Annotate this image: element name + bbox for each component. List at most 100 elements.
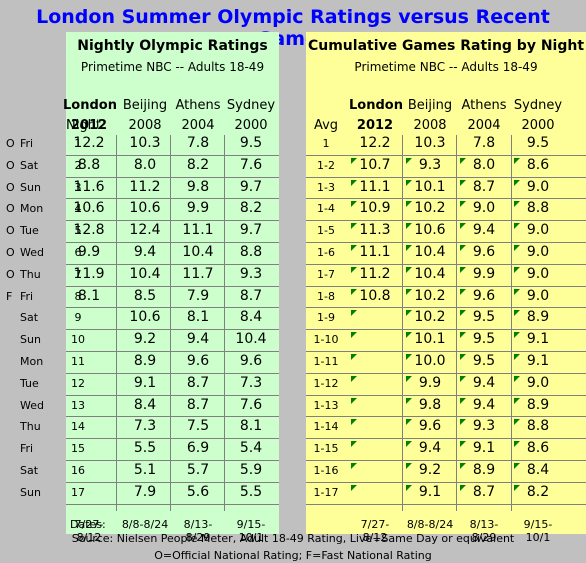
nightly-value: 5.9 [239, 462, 263, 478]
nightly-value: 8.0 [133, 156, 157, 173]
green-marker [460, 332, 466, 339]
day-label: Fri [20, 442, 34, 456]
green-marker [406, 441, 412, 448]
row-divider [66, 154, 279, 156]
day-label: Mon [20, 202, 44, 216]
row-divider [66, 351, 279, 352]
day-label: Tue [20, 376, 39, 390]
green-marker [351, 310, 357, 317]
cumulative-value: 9.2 [418, 462, 442, 478]
row-divider [306, 285, 586, 287]
green-marker [406, 201, 412, 208]
green-marker [460, 179, 466, 186]
cumulative-value: 12.2 [359, 135, 391, 151]
rating-legend: O=Official National Rating; F=Fast Natio… [154, 549, 432, 562]
nightly-value: 7.9 [133, 483, 157, 500]
cumulative-value: 9.4 [472, 396, 496, 413]
nightly-value: 9.9 [77, 244, 101, 260]
nightly-value: 11.6 [73, 178, 105, 195]
green-marker [514, 332, 520, 339]
cumulative-value: 11.2 [359, 265, 391, 282]
day-label: Sat [20, 464, 39, 477]
night-number: 3 [74, 180, 82, 194]
cumulative-header-line2-2: 2004 [467, 118, 501, 133]
nightly-date-range: 7/27-8/12 [74, 518, 104, 544]
row-divider [66, 416, 279, 418]
cumulative-value: 9.9 [418, 374, 442, 391]
avg-range: 1-5 [317, 224, 335, 238]
nightly-header-line1-1: Beijing [122, 98, 168, 113]
green-marker [351, 484, 357, 491]
cumulative-value: 10.1 [414, 178, 446, 195]
nightly-header-line2-2: 2004 [181, 118, 215, 133]
green-marker [460, 375, 466, 382]
green-marker [460, 223, 466, 230]
row-divider [66, 438, 279, 440]
nightly-header-line2-0: 2012 [70, 118, 108, 133]
cumulative-value: 9.0 [472, 200, 496, 217]
day-label: Wed [20, 398, 44, 412]
nightly-ratings-panel: Nightly Olympic Ratings Primetime NBC --… [66, 32, 279, 534]
row-divider [306, 242, 586, 243]
nightly-value: 8.7 [239, 287, 263, 304]
rating-flag: O [6, 246, 15, 259]
cumulative-value: 9.1 [526, 331, 550, 348]
day-label: Sat [20, 158, 39, 172]
nightly-value: 6.9 [186, 440, 210, 457]
rating-flag: O [6, 267, 15, 281]
cumulative-panel-title: Cumulative Games Rating by Night [307, 38, 585, 54]
green-marker [514, 201, 520, 208]
green-marker [460, 288, 466, 295]
nightly-header-line1-3: Sydney [226, 98, 276, 113]
cumulative-header-line1-3: Sydney [513, 98, 563, 113]
green-marker [351, 419, 357, 426]
cumulative-value: 10.2 [414, 200, 446, 217]
cumulative-value: 7.8 [472, 135, 496, 151]
nightly-value: 10.6 [129, 200, 161, 217]
cumulative-value: 9.4 [418, 440, 442, 457]
green-marker [460, 266, 466, 273]
green-marker [514, 310, 520, 317]
nightly-value: 8.2 [239, 200, 263, 217]
avg-range: 1-4 [317, 202, 335, 216]
rating-flag: F [6, 289, 13, 303]
nightly-value: 9.6 [186, 353, 210, 369]
cumulative-header-line2-1: 2008 [413, 118, 447, 133]
nightly-value: 10.4 [235, 331, 267, 348]
nightly-value: 7.6 [239, 156, 263, 173]
nightly-value: 8.9 [133, 353, 157, 369]
nightly-panel-subtitle: Primetime NBC -- Adults 18-49 [80, 60, 265, 74]
nightly-header-line1-2: Athens [175, 98, 221, 113]
day-label: Thu [20, 267, 41, 281]
cumulative-value: 8.9 [526, 309, 550, 326]
row-divider [306, 329, 586, 331]
cumulative-value: 8.0 [472, 156, 496, 173]
cumulative-value: 11.3 [359, 222, 391, 239]
cumulative-value: 9.0 [526, 244, 550, 260]
nightly-value: 9.9 [186, 200, 210, 217]
green-marker [351, 397, 357, 404]
green-marker [460, 157, 466, 164]
nightly-date-range: 8/8-8/24 [121, 518, 169, 531]
nightly-value: 8.2 [186, 156, 210, 173]
cumulative-value: 9.5 [526, 135, 550, 151]
cumulative-value: 10.1 [414, 331, 446, 348]
green-marker [406, 375, 412, 382]
green-marker [460, 201, 466, 208]
green-marker [406, 354, 412, 360]
cumulative-value: 8.8 [526, 418, 550, 435]
cumulative-value: 9.6 [472, 244, 496, 260]
cumulative-value: 9.6 [418, 418, 442, 435]
green-marker [460, 419, 466, 426]
cumulative-value: 9.5 [472, 353, 496, 369]
column-divider [116, 135, 117, 511]
cumulative-date-range: 8/13-8/29 [469, 518, 499, 544]
green-marker [351, 441, 357, 448]
nightly-value: 10.6 [129, 309, 161, 326]
row-divider [306, 416, 586, 418]
green-marker [514, 179, 520, 186]
nightly-value: 9.6 [239, 353, 263, 369]
cumulative-value: 10.8 [359, 287, 391, 304]
avg-range: 1-17 [313, 485, 339, 499]
night-number: 1 [74, 137, 82, 150]
